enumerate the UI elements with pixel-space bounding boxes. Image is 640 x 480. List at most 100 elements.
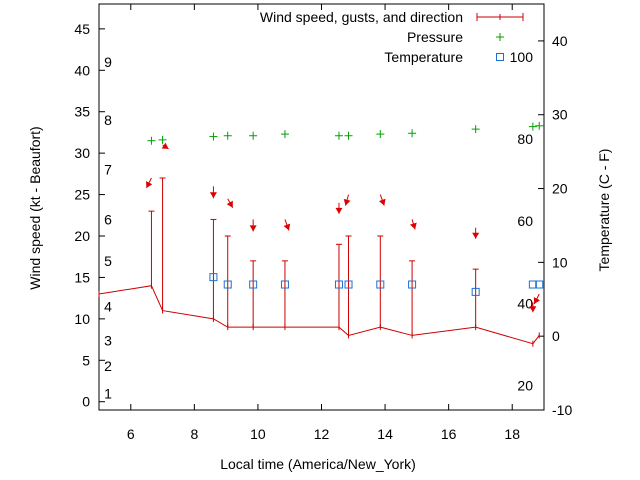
temperature-point [249,280,258,289]
pressure-point [223,131,232,140]
y2-tick-label: 30 [552,107,568,123]
pressure-point [344,131,353,140]
y-tick-label: 0 [82,394,90,410]
wind-direction-arrow [472,227,480,239]
temperature-point [471,287,480,296]
pressure-point [249,131,258,140]
beaufort-label: 2 [104,358,112,374]
wind-direction-arrow [529,302,537,313]
temperature-point [223,280,232,289]
arrow-head [343,198,351,206]
pressure-point [376,130,385,139]
legend-temperature-marker [496,53,504,61]
x-tick-label: 18 [504,426,520,442]
temperature-point [535,280,544,289]
wind-direction-arrow [378,194,386,206]
wind-direction-arrow [335,202,343,214]
arrow-head [533,297,541,304]
y-tick-label: 20 [74,228,90,244]
pressure-point [528,122,537,131]
y2-tick-label: 10 [552,254,568,270]
y-tick-label: 5 [82,352,90,368]
legend-label: Temperature [384,49,463,65]
fahrenheit-label: 60 [517,213,533,229]
wind-direction-arrow [209,186,217,199]
arrow-head [209,192,217,199]
temperature-point [280,280,289,289]
wind-direction-arrow [410,219,417,230]
arrow-head [472,232,480,239]
beaufort-label: 8 [104,112,112,128]
arrow-head [283,223,291,231]
y-tick-label: 15 [74,269,90,285]
wind-direction-arrow [283,219,291,231]
wind-speed-line [98,285,540,345]
x-tick-label: 10 [250,426,266,442]
beaufort-label: 7 [104,162,112,178]
wind-direction-arrow [145,177,153,189]
arrow-head [378,198,386,206]
pressure-point [408,129,417,138]
x-tick-label: 12 [314,426,330,442]
y-tick-label: 10 [74,311,90,327]
y2-axis-label: Temperature (C - F) [596,149,612,272]
series [98,121,544,347]
y-axis-label: Wind speed (kt - Beaufort) [27,126,43,289]
arrow-head [249,225,257,232]
fahrenheit-label: 40 [517,296,533,312]
y2-tick-label: 20 [552,181,568,197]
wind-direction-arrow [161,142,169,150]
beaufort-label: 3 [104,332,112,348]
y-tick-label: 45 [74,21,90,37]
legend-label: Pressure [407,29,463,45]
arrow-head [410,222,417,230]
beaufort-label: 5 [104,253,112,269]
y-tick-label: 25 [74,187,90,203]
temperature-point [408,280,417,289]
y2-tick-label: -10 [552,402,572,418]
plot-frame [98,3,545,411]
wind-direction-arrow [533,293,541,305]
x-axis-label: Local time (America/New_York) [220,456,416,472]
wind-direction-arrow [343,194,351,206]
legend: Wind speed, gusts, and direction Pressure… [260,9,524,65]
wind-direction-arrow [226,198,234,208]
arrow-head [226,200,233,208]
temperature-point [528,280,537,289]
arrow-head [335,207,343,214]
pressure-point [280,130,289,139]
x-tick-label: 8 [190,426,198,442]
temperature-point [209,273,218,282]
pressure-point [471,125,480,134]
x-tick-label: 14 [377,426,393,442]
beaufort-label: 1 [104,385,112,401]
y2-tick-label: 40 [552,33,568,49]
temperature-point [334,280,343,289]
x-tick-label: 6 [127,426,135,442]
axes: 6 8 10 12 14 16 18051015202530354045-100102030… [74,3,572,442]
beaufort-label: 4 [104,298,112,314]
fahrenheit-label: 100 [510,49,534,65]
legend-label: Wind speed, gusts, and direction [260,9,463,25]
y-tick-label: 35 [74,104,90,120]
arrow-head [529,306,537,313]
fahrenheit-label: 20 [517,378,533,394]
fahrenheit-label: 80 [517,131,533,147]
pressure-point [209,132,218,141]
arrow-head [145,181,153,188]
pressure-point [535,121,544,130]
wind-direction-arrow [249,219,257,232]
temperature-point [344,280,353,289]
y2-tick-label: 0 [552,328,560,344]
beaufort-label: 6 [104,211,112,227]
y-tick-label: 40 [74,62,90,78]
beaufort-label: 9 [104,54,112,70]
y-tick-label: 30 [74,145,90,161]
x-tick-label: 16 [441,426,457,442]
pressure-point [334,131,343,140]
pressure-point [147,136,156,145]
pressure-point [158,135,167,144]
temperature-point [376,280,385,289]
arrow-head [161,142,169,149]
